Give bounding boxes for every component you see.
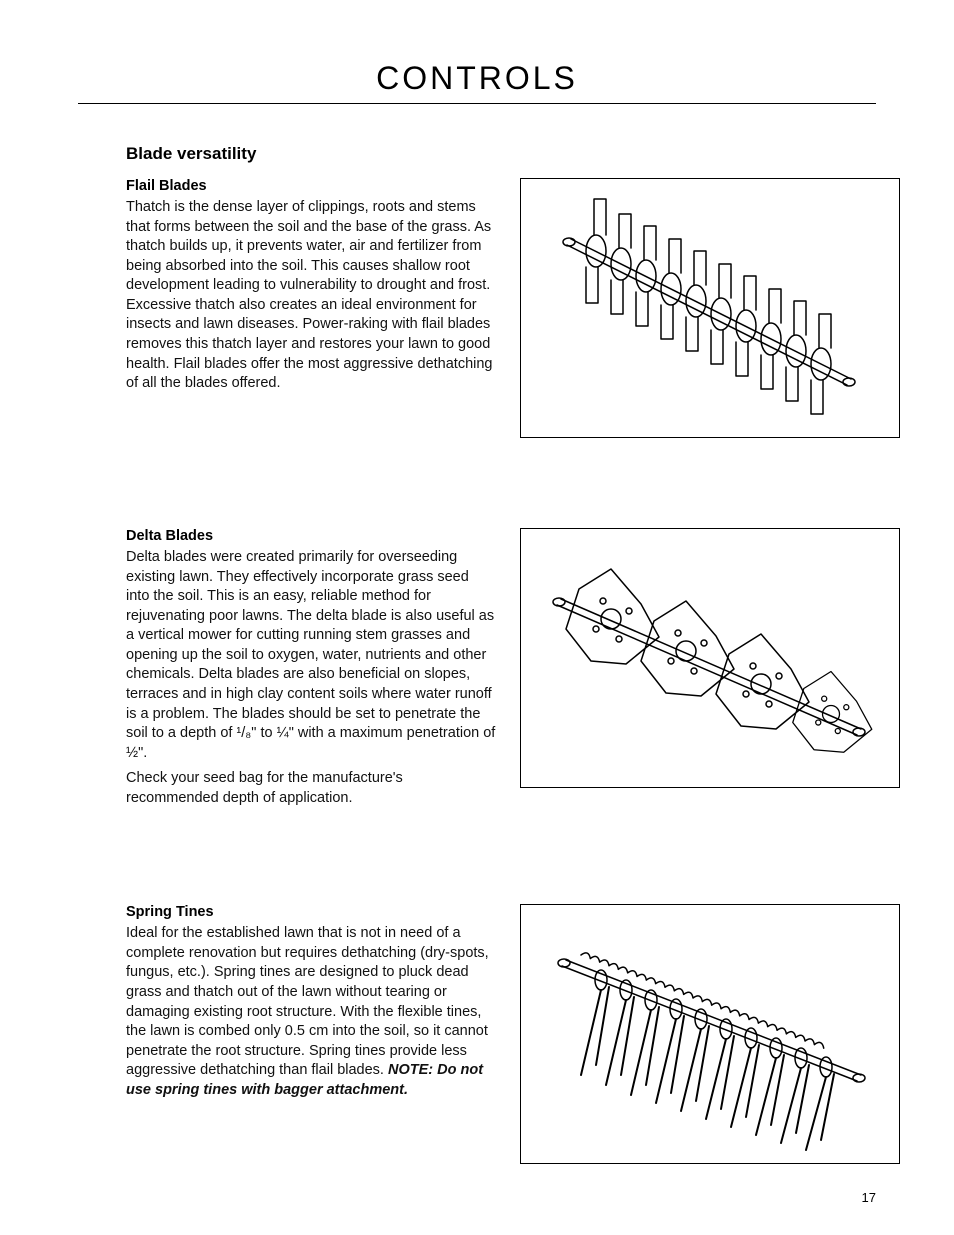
page-title: CONTROLS	[78, 60, 876, 104]
subtitle-delta: Delta Blades	[126, 528, 496, 544]
figure-col-spring	[520, 904, 900, 1164]
page-container: CONTROLS Blade versatility Flail Blades …	[0, 0, 954, 1204]
body-spring: Ideal for the established lawn that is n…	[126, 924, 496, 1100]
block-spring: Spring Tines Ideal for the established l…	[126, 904, 828, 1164]
subtitle-spring: Spring Tines	[126, 904, 496, 920]
text-col-delta: Delta Blades Delta blades were created p…	[126, 528, 496, 814]
subtitle-flail: Flail Blades	[126, 178, 496, 194]
spring-tine-icon	[521, 905, 901, 1165]
text-col-flail: Flail Blades Thatch is the dense layer o…	[126, 178, 496, 400]
para: Check your seed bag for the manufacture'…	[126, 769, 496, 808]
figure-col-flail	[520, 178, 900, 438]
para: Delta blades were created primarily for …	[126, 548, 496, 763]
para-text: Ideal for the established lawn that is n…	[126, 925, 489, 1078]
flail-blade-icon	[521, 179, 901, 439]
spring-tine-figure	[520, 904, 900, 1164]
figure-col-delta	[520, 528, 900, 788]
content-area: Blade versatility Flail Blades Thatch is…	[78, 144, 876, 1164]
section-title: Blade versatility	[126, 144, 828, 164]
delta-blade-figure	[520, 528, 900, 788]
block-delta: Delta Blades Delta blades were created p…	[126, 528, 828, 814]
flail-blade-figure	[520, 178, 900, 438]
body-delta: Delta blades were created primarily for …	[126, 548, 496, 808]
body-flail: Thatch is the dense layer of clippings, …	[126, 198, 496, 394]
para: Ideal for the established lawn that is n…	[126, 924, 496, 1100]
para: Thatch is the dense layer of clippings, …	[126, 198, 496, 394]
text-col-spring: Spring Tines Ideal for the established l…	[126, 904, 496, 1106]
block-flail: Flail Blades Thatch is the dense layer o…	[126, 178, 828, 438]
page-number: 17	[862, 1190, 876, 1205]
delta-blade-icon	[521, 529, 901, 789]
